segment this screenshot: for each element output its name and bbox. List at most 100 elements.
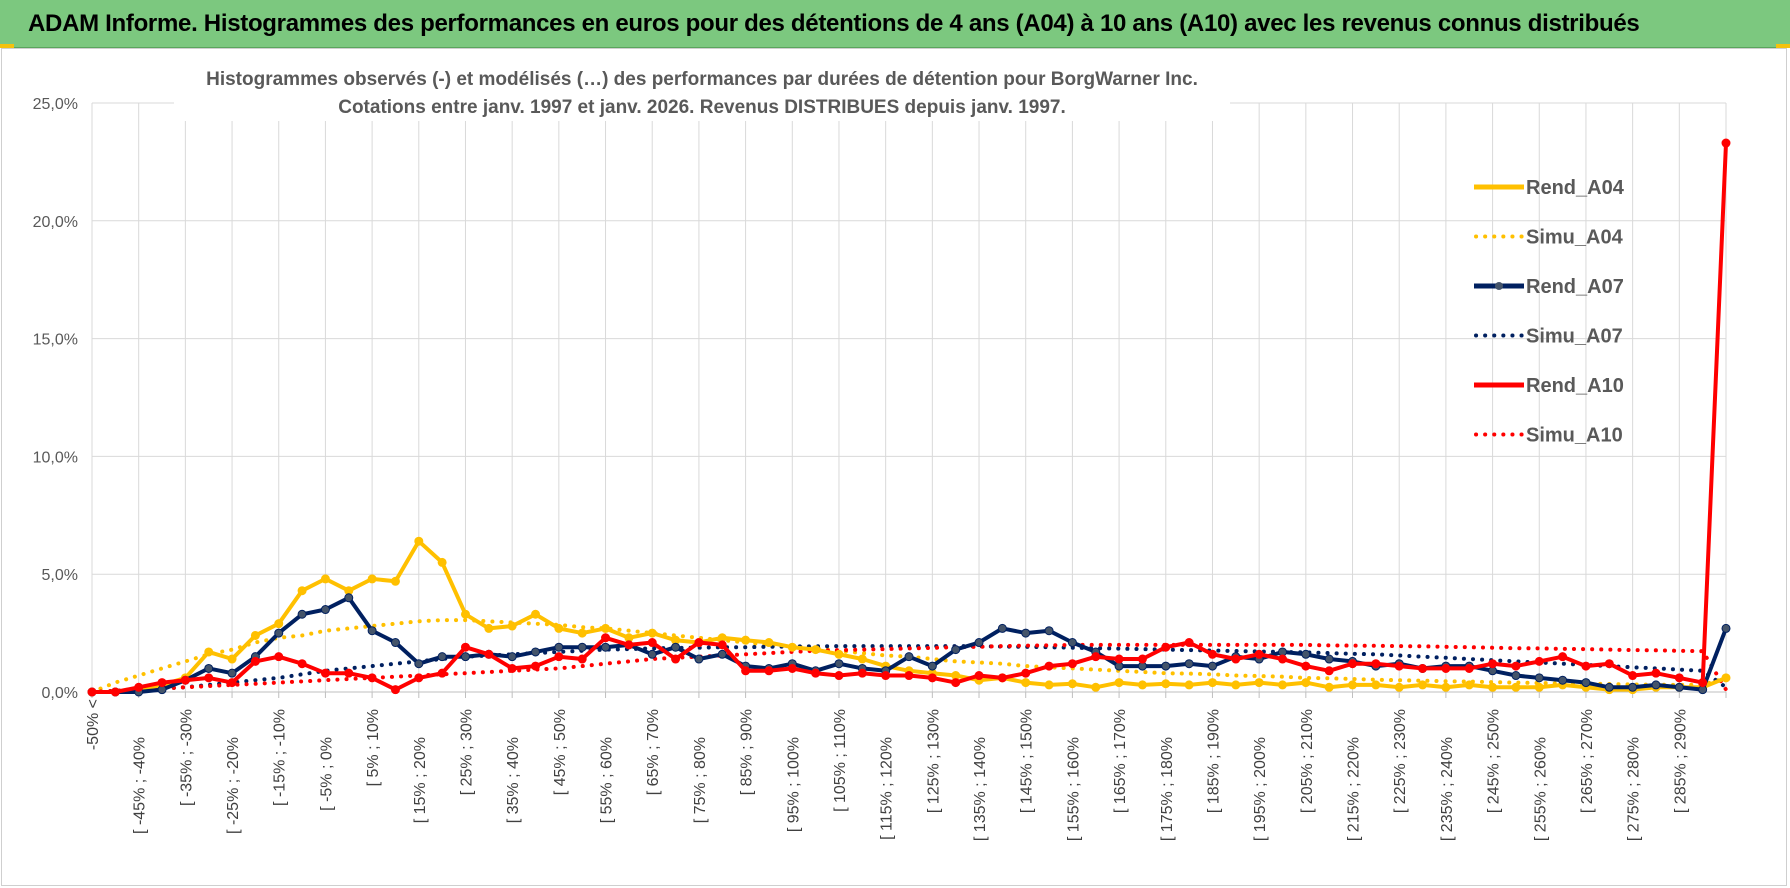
x-tick-label: [ 35% ; 40% (505, 737, 522, 823)
x-tick-label: [ 135% ; 140% (972, 737, 989, 841)
x-tick-label: [ -15% ; -10% (272, 709, 289, 806)
point-rend-a10 (1721, 138, 1731, 148)
point-rend-a10 (157, 678, 167, 688)
point-rend-a04 (1184, 680, 1194, 690)
point-rend-a04 (484, 623, 494, 633)
point-rend-a10 (1044, 661, 1054, 671)
point-rend-a07 (904, 652, 914, 662)
point-rend-a10 (1114, 654, 1124, 664)
point-rend-a07 (390, 638, 400, 648)
x-tick-label: [ 25% ; 30% (458, 709, 475, 795)
x-tick-label: [ 255% ; 260% (1532, 737, 1549, 841)
y-tick-label: 10,0% (33, 449, 78, 466)
point-rend-a10 (1254, 649, 1264, 659)
point-rend-a07 (344, 593, 354, 603)
point-rend-a07 (1207, 661, 1217, 671)
legend: Rend_A04 Simu_A04 Rend_A07 Simu_A07 Rend_A10… (1474, 177, 1625, 447)
point-rend-a10 (1371, 659, 1381, 669)
point-rend-a10 (1464, 663, 1474, 673)
point-rend-a10 (507, 663, 517, 673)
point-rend-a04 (1464, 680, 1474, 690)
point-rend-a07 (1067, 638, 1077, 648)
point-rend-a04 (1348, 680, 1358, 690)
point-rend-a04 (577, 628, 587, 638)
point-rend-a04 (1137, 680, 1147, 690)
x-tick-label: [ 245% ; 250% (1486, 709, 1503, 813)
point-rend-a10 (764, 666, 774, 676)
x-tick-label: [ 55% ; 60% (599, 737, 616, 823)
point-rend-a07 (1721, 623, 1731, 633)
point-rend-a10 (250, 656, 260, 666)
point-rend-a07 (1324, 654, 1334, 664)
point-rend-a10 (1441, 663, 1451, 673)
point-rend-a10 (1534, 656, 1544, 666)
point-rend-a10 (1651, 668, 1661, 678)
point-rend-a10 (694, 638, 704, 648)
x-tick-label: [ 165% ; 170% (1112, 709, 1129, 813)
point-rend-a10 (554, 652, 564, 662)
point-rend-a10 (974, 671, 984, 681)
point-rend-a04 (367, 574, 377, 584)
point-rend-a10 (857, 668, 867, 678)
x-tick-label: [ 275% ; 280% (1626, 737, 1643, 841)
point-rend-a04 (390, 576, 400, 586)
x-tick-label: [ 215% ; 220% (1346, 737, 1363, 841)
legend-label-simu-a10: Simu_A10 (1526, 425, 1623, 447)
corner-accent-right (1776, 44, 1790, 48)
x-tick-label: [ 225% ; 230% (1392, 709, 1409, 813)
point-rend-a10 (460, 642, 470, 652)
chart-title-background (174, 59, 1230, 121)
point-rend-a07 (1301, 649, 1311, 659)
point-rend-a04 (1534, 682, 1544, 692)
point-rend-a04 (1301, 678, 1311, 688)
x-tick-label: [ -35% ; -30% (178, 709, 195, 806)
corner-accent-left (0, 44, 14, 48)
point-rend-a04 (1114, 678, 1124, 688)
x-tick-label: [ 145% ; 150% (1019, 709, 1036, 813)
point-rend-a10 (1628, 671, 1638, 681)
point-rend-a10 (1604, 659, 1614, 669)
x-tick-label: [ 205% ; 210% (1299, 709, 1316, 813)
x-tick-label: [ 195% ; 200% (1252, 737, 1269, 841)
legend-marker-rend-a07 (1495, 282, 1503, 290)
point-rend-a04 (834, 649, 844, 659)
y-tick-label: 5,0% (42, 567, 78, 584)
point-rend-a07 (1021, 628, 1031, 638)
point-rend-a10 (484, 649, 494, 659)
point-rend-a10 (1184, 638, 1194, 648)
point-rend-a04 (1418, 680, 1428, 690)
y-tick-label: 25,0% (33, 96, 78, 113)
point-rend-a10 (717, 640, 727, 650)
point-rend-a07 (1534, 673, 1544, 683)
point-rend-a10 (951, 678, 961, 688)
point-rend-a07 (1628, 682, 1638, 692)
point-rend-a10 (1581, 661, 1591, 671)
point-rend-a04 (437, 557, 447, 567)
chart-frame: 0,0% 5,0% 10,0% 15,0% 20,0% 25,0% -50% < [ -45… (1, 48, 1787, 886)
point-rend-a10 (1674, 673, 1684, 683)
point-rend-a10 (227, 678, 237, 688)
point-rend-a04 (1067, 679, 1077, 689)
chart-title-block: Histogrammes observés (-) et modélisés (… (174, 59, 1230, 121)
point-rend-a10 (274, 652, 284, 662)
point-rend-a10 (647, 638, 657, 648)
x-tick-label: [ 235% ; 240% (1439, 737, 1456, 841)
point-rend-a04 (531, 609, 541, 619)
y-tick-label: 20,0% (33, 214, 78, 231)
point-rend-a10 (904, 671, 914, 681)
point-rend-a07 (227, 668, 237, 678)
point-rend-a04 (1277, 680, 1287, 690)
point-rend-a07 (1044, 626, 1054, 636)
point-rend-a10 (437, 668, 447, 678)
point-rend-a04 (1021, 678, 1031, 688)
point-rend-a07 (647, 649, 657, 659)
point-rend-a10 (1207, 649, 1217, 659)
point-rend-a10 (1348, 659, 1358, 669)
x-tick-label: [ -45% ; -40% (132, 737, 149, 834)
point-rend-a10 (741, 666, 751, 676)
point-rend-a10 (1301, 661, 1311, 671)
point-rend-a07 (974, 638, 984, 648)
point-rend-a10 (367, 673, 377, 683)
point-rend-a07 (951, 645, 961, 655)
point-rend-a07 (1161, 661, 1171, 671)
